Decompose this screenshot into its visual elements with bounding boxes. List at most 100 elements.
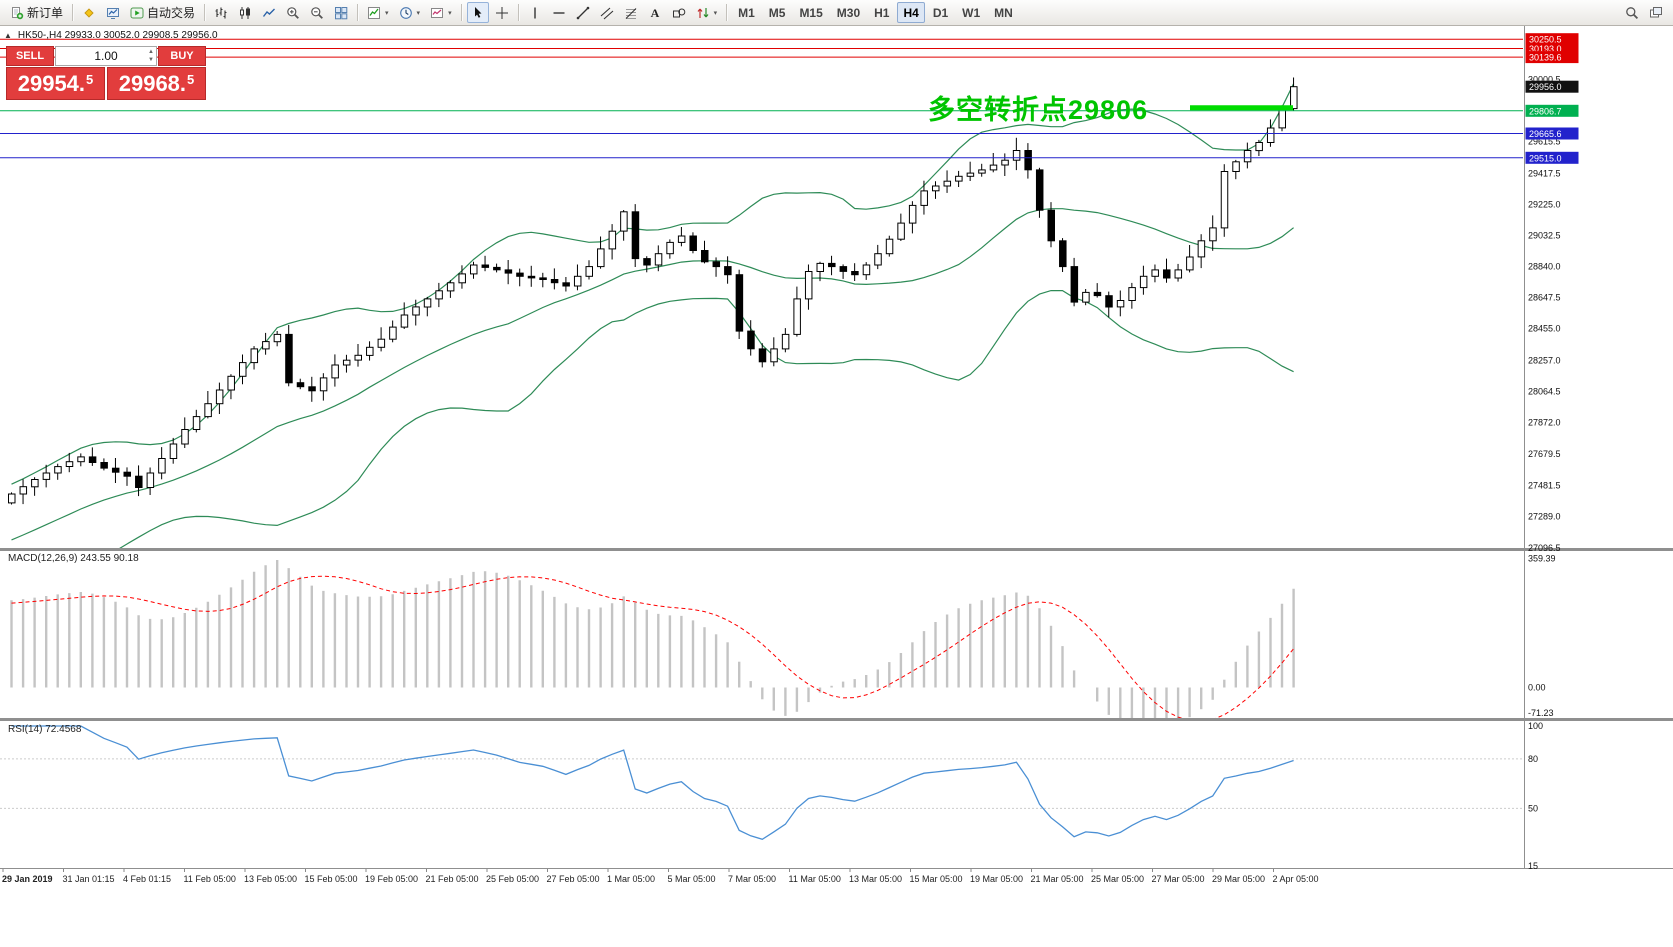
svg-text:19 Mar 05:00: 19 Mar 05:00 <box>970 874 1023 884</box>
new-order-icon <box>10 6 24 20</box>
chart-ohlc-label: HK50-,H4 29933.0 30052.0 29908.5 29956.0 <box>17 30 218 41</box>
spin-down-icon[interactable]: ▼ <box>148 57 154 63</box>
dropdown-caret-icon: ▾ <box>416 9 421 17</box>
tf-w1-label: W1 <box>962 5 981 20</box>
periods-button[interactable]: ▾ <box>395 2 425 23</box>
templates-button[interactable]: ▾ <box>426 2 456 23</box>
window-list-button[interactable] <box>1645 2 1667 23</box>
svg-text:359.39: 359.39 <box>1528 553 1556 563</box>
new-order-label: 新订单 <box>27 6 64 20</box>
trendline-tool-button[interactable] <box>572 2 594 23</box>
one-click-trade-panel: SELL 1.00 ▲ ▼ BUY 29954. 5 29968. 5 <box>6 46 206 100</box>
spin-up-icon[interactable]: ▲ <box>148 49 154 55</box>
tf-m5-button[interactable]: M5 <box>763 2 792 23</box>
search-button[interactable] <box>1621 2 1643 23</box>
svg-text:31 Jan 01:15: 31 Jan 01:15 <box>63 874 115 884</box>
toolbar-separator <box>204 4 206 21</box>
tf-d1-button[interactable]: D1 <box>927 2 954 23</box>
tile-icon <box>334 6 348 20</box>
text-tool-button[interactable]: A <box>644 2 666 23</box>
tf-m15-button[interactable]: M15 <box>793 2 828 23</box>
indicators-list-button[interactable]: ▾ <box>363 2 393 23</box>
hline-icon <box>552 6 566 20</box>
volume-field[interactable]: 1.00 ▲ ▼ <box>55 46 157 66</box>
indicators-icon <box>367 6 381 20</box>
new-order-button[interactable]: 新订单 <box>6 2 67 23</box>
bars-icon <box>214 6 228 20</box>
price-fraction: 5 <box>187 72 195 87</box>
svg-text:29515.0: 29515.0 <box>1529 153 1562 163</box>
toolbar-separator <box>517 4 519 21</box>
horizontal-line-tool-button[interactable] <box>548 2 570 23</box>
tf-m1-button[interactable]: M1 <box>732 2 761 23</box>
vertical-line-tool-button[interactable] <box>524 2 546 23</box>
svg-text:15: 15 <box>1528 861 1538 871</box>
autotrading-button[interactable]: 自动交易 <box>126 2 199 23</box>
candlesticks <box>8 77 1298 505</box>
tf-m30-label: M30 <box>836 5 861 20</box>
svg-text:29 Jan 2019: 29 Jan 2019 <box>2 874 53 884</box>
svg-text:13 Feb 05:00: 13 Feb 05:00 <box>244 874 297 884</box>
buy-price[interactable]: 29968. 5 <box>107 67 206 100</box>
svg-text:27872.0: 27872.0 <box>1528 418 1561 428</box>
tf-h4-button[interactable]: H4 <box>897 2 925 23</box>
svg-text:1 Mar 05:00: 1 Mar 05:00 <box>607 874 655 884</box>
tile-windows-button[interactable] <box>330 2 352 23</box>
trendline-icon <box>576 6 590 20</box>
tf-m1-label: M1 <box>738 5 755 20</box>
cursor-tool-button[interactable] <box>466 2 489 23</box>
toolbar-separator <box>72 4 74 21</box>
sell-price[interactable]: 29954. 5 <box>6 67 105 100</box>
shapes-tool-button[interactable] <box>668 2 690 23</box>
volume-stepper[interactable]: ▲ ▼ <box>148 48 154 64</box>
svg-text:15 Mar 05:00: 15 Mar 05:00 <box>910 874 963 884</box>
tf-m30-button[interactable]: M30 <box>831 2 866 23</box>
zoom-in-button[interactable] <box>282 2 304 23</box>
chart-canvas[interactable]: 30000.5 29615.5 29417.5 29225.0 29032.5 28840… <box>0 26 1673 947</box>
autotrading-label: 自动交易 <box>147 6 196 20</box>
crosshair-tool-button[interactable] <box>491 2 513 23</box>
tf-m15-label: M15 <box>799 5 823 20</box>
sell-button[interactable]: SELL <box>6 46 54 66</box>
zoom-out-button[interactable] <box>306 2 328 23</box>
one-click-toggle-icon[interactable]: ▲ <box>4 30 12 40</box>
fibonacci-tool-button[interactable] <box>620 2 642 23</box>
svg-text:30193.0: 30193.0 <box>1529 44 1562 54</box>
svg-text:30250.5: 30250.5 <box>1529 35 1562 45</box>
tf-h1-button[interactable]: H1 <box>868 2 895 23</box>
price-main: 29968. <box>118 70 187 96</box>
time-axis[interactable]: 29 Jan 2019 31 Jan 01:15 4 Feb 01:15 11 Feb… <box>2 869 1319 884</box>
candles-icon <box>238 6 252 20</box>
trade-panel-header-row: SELL 1.00 ▲ ▼ BUY <box>6 46 206 66</box>
arrows-tool-button[interactable]: ▾ <box>692 2 722 23</box>
market-watch-button[interactable] <box>102 2 124 23</box>
bars-mode-button[interactable] <box>210 2 232 23</box>
channel-tool-button[interactable] <box>596 2 618 23</box>
svg-text:21 Feb 05:00: 21 Feb 05:00 <box>426 874 479 884</box>
svg-text:11 Mar 05:00: 11 Mar 05:00 <box>789 874 841 884</box>
template-icon <box>430 6 444 20</box>
tf-w1-button[interactable]: W1 <box>956 2 986 23</box>
trade-panel-price-row: 29954. 5 29968. 5 <box>6 67 206 100</box>
svg-text:27481.5: 27481.5 <box>1528 481 1561 491</box>
metaeditor-button[interactable] <box>78 2 100 23</box>
channel-icon <box>600 6 614 20</box>
svg-text:28455.0: 28455.0 <box>1528 324 1561 334</box>
market-watch-icon <box>106 6 120 20</box>
crosshair-icon <box>495 6 509 20</box>
svg-text:29 Mar 05:00: 29 Mar 05:00 <box>1212 874 1265 884</box>
line-mode-button[interactable] <box>258 2 280 23</box>
tf-mn-button[interactable]: MN <box>988 2 1019 23</box>
candles-mode-button[interactable] <box>234 2 256 23</box>
svg-text:29225.0: 29225.0 <box>1528 200 1561 210</box>
toolbar-right-group <box>1620 2 1668 23</box>
level-lines[interactable] <box>0 38 1523 159</box>
bollinger-bands <box>11 83 1295 548</box>
metaeditor-icon <box>82 6 96 20</box>
svg-text:2 Apr 05:00: 2 Apr 05:00 <box>1273 874 1319 884</box>
svg-text:0.00: 0.00 <box>1528 683 1546 693</box>
buy-button[interactable]: BUY <box>158 46 206 66</box>
svg-text:29806.7: 29806.7 <box>1529 106 1562 116</box>
